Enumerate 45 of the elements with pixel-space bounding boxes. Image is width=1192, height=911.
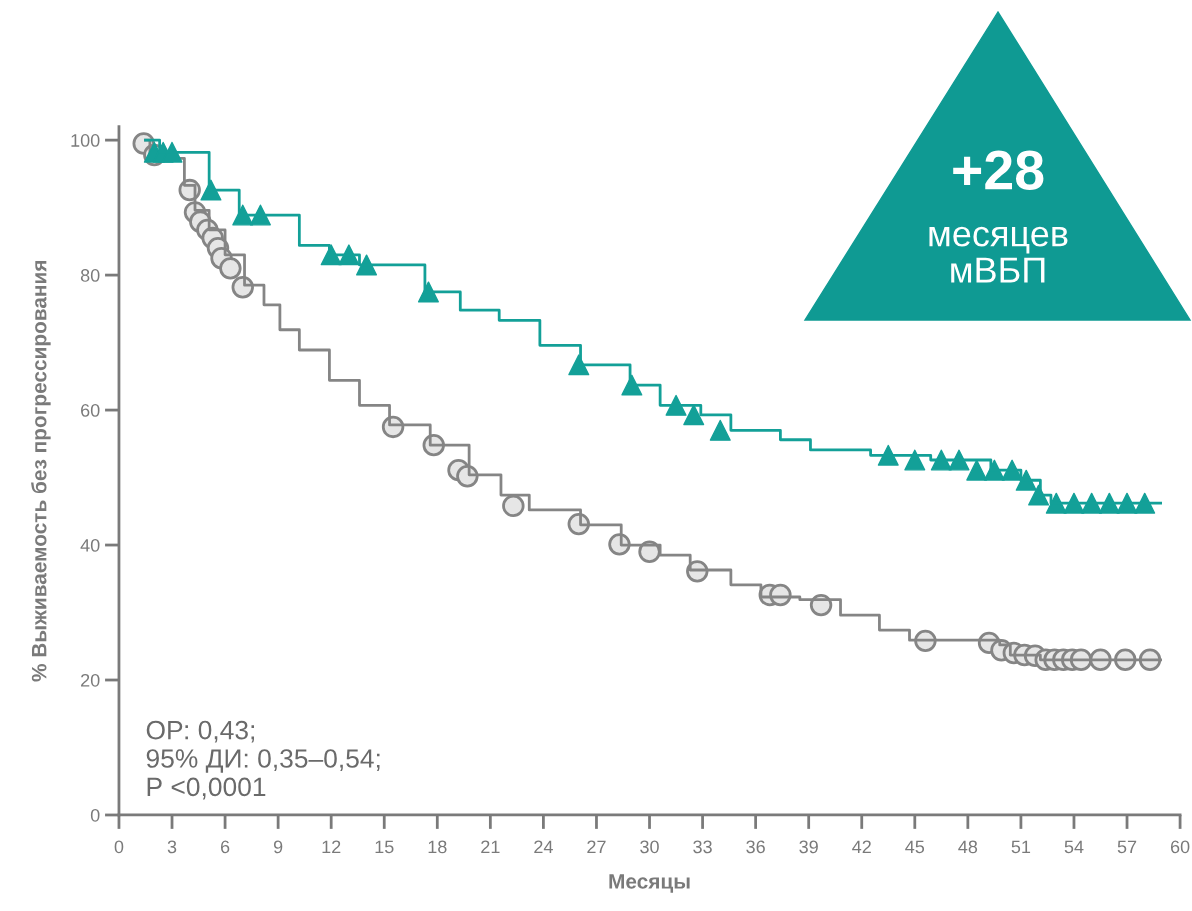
x-tick-label: 6 xyxy=(220,840,230,854)
x-tick-label: 12 xyxy=(322,840,341,854)
x-tick-label: 3 xyxy=(167,840,177,854)
y-tick-label: 40 xyxy=(80,538,100,552)
point xyxy=(683,404,705,426)
x-tick-label: 33 xyxy=(693,840,712,854)
point xyxy=(249,204,271,226)
y-axis-title: % Выживаемость без прогрессирования xyxy=(31,260,51,682)
annotation: месяцев мВБП xyxy=(929,226,1068,283)
point xyxy=(877,444,899,466)
point xyxy=(219,257,242,280)
point xyxy=(709,419,731,441)
x-tick-label: 60 xyxy=(1170,840,1190,854)
x-tick-label: 18 xyxy=(428,840,447,854)
point xyxy=(966,459,988,481)
x-tick-label: 48 xyxy=(958,840,978,854)
x-tick-label: 39 xyxy=(799,840,818,854)
x-axis-title: Месяцы xyxy=(609,874,690,893)
point xyxy=(904,449,926,471)
y-tick-label: 80 xyxy=(80,269,100,282)
annotation: +28 xyxy=(953,150,1044,190)
x-tick-label: 21 xyxy=(481,840,500,854)
x-tick-label: 9 xyxy=(273,840,283,854)
point xyxy=(1028,484,1050,506)
x-tick-label: 45 xyxy=(905,840,925,854)
x-tick-label: 54 xyxy=(1064,840,1084,854)
x-tick-label: 57 xyxy=(1117,840,1137,854)
x-tick-label: 36 xyxy=(746,840,765,854)
x-tick-label: 0 xyxy=(114,840,124,854)
x-tick-label: 27 xyxy=(587,840,606,854)
x-tick-label: 24 xyxy=(534,840,553,854)
point xyxy=(621,374,643,396)
x-tick-label: 15 xyxy=(375,840,394,854)
annotation: ОР: 0,43; 95% ДИ: 0,35–0,54; Р <0,0001 xyxy=(146,720,380,800)
point xyxy=(1134,492,1156,514)
y-tick-label: 100 xyxy=(71,134,100,147)
point xyxy=(930,449,952,471)
y-tick-label: 0 xyxy=(90,808,100,822)
point xyxy=(502,494,525,518)
point xyxy=(948,449,970,471)
y-tick-label: 20 xyxy=(81,673,100,687)
x-tick-label: 30 xyxy=(640,840,659,854)
y-tick-label: 60 xyxy=(81,404,100,417)
x-tick-label: 51 xyxy=(1011,840,1031,854)
x-tick-label: 42 xyxy=(852,840,871,854)
